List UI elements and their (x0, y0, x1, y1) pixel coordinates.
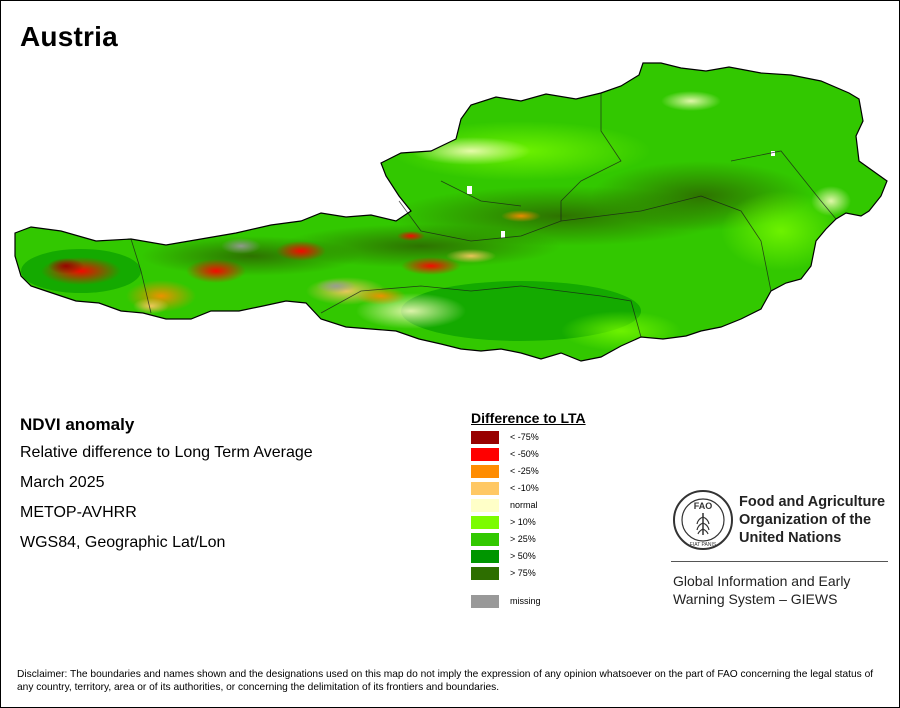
legend-swatch (471, 533, 499, 546)
giews-line: Global Information and Early (673, 573, 851, 589)
legend-swatch (471, 499, 499, 512)
legend-item: normal (471, 497, 586, 514)
legend-item: < -50% (471, 446, 586, 463)
legend-label: > 75% (510, 568, 536, 578)
fao-logo: FAO FIAT PANIS (673, 490, 733, 550)
fao-name-line: United Nations (739, 530, 842, 546)
legend-label: < -25% (510, 466, 539, 476)
legend-label: > 25% (510, 534, 536, 544)
legend-item-missing: missing (471, 593, 586, 610)
legend-item: < -75% (471, 429, 586, 446)
legend-item: > 50% (471, 548, 586, 565)
legend-swatch (471, 482, 499, 495)
legend-label: > 10% (510, 517, 536, 527)
fao-divider (671, 561, 888, 562)
ndvi-raster (15, 63, 887, 361)
legend-label: > 50% (510, 551, 536, 561)
legend-label: normal (510, 500, 538, 510)
legend-label: missing (510, 596, 541, 606)
legend-item: > 75% (471, 565, 586, 582)
legend-item: < -10% (471, 480, 586, 497)
info-heading: NDVI anomaly (20, 415, 135, 434)
giews-line: Warning System – GIEWS (673, 591, 838, 607)
legend-item: > 10% (471, 514, 586, 531)
legend-label: < -75% (510, 432, 539, 442)
austria-ndvi-map (14, 62, 888, 362)
fao-name-line: Organization of the (739, 512, 872, 528)
info-sensor: METOP-AVHRR (20, 504, 137, 521)
province-boundaries (130, 93, 837, 338)
legend-swatch (471, 550, 499, 563)
legend-swatch (471, 595, 499, 608)
fao-logo-motto: FIAT PANIS (690, 542, 717, 548)
fao-name: Food and Agriculture Organization of the… (739, 493, 885, 547)
legend-swatch (471, 431, 499, 444)
legend-item: < -25% (471, 463, 586, 480)
legend-label: < -10% (510, 483, 539, 493)
disclaimer: Disclaimer: The boundaries and names sho… (17, 669, 874, 693)
legend-swatch (471, 448, 499, 461)
legend-swatch (471, 465, 499, 478)
map-title: Austria (20, 21, 118, 52)
map-info: NDVI anomaly Relative difference to Long… (20, 415, 313, 564)
fao-logo-letters: FAO (694, 501, 713, 511)
giews-label: Global Information and Early Warning Sys… (673, 572, 850, 608)
legend-swatch (471, 567, 499, 580)
legend-swatch (471, 516, 499, 529)
legend-label: < -50% (510, 449, 539, 459)
legend-item: > 25% (471, 531, 586, 548)
info-date: March 2025 (20, 474, 105, 491)
info-subtitle: Relative difference to Long Term Average (20, 444, 313, 461)
legend-title: Difference to LTA (471, 410, 586, 426)
legend: Difference to LTA < -75% < -50% < -25% < -1… (471, 410, 586, 610)
info-projection: WGS84, Geographic Lat/Lon (20, 534, 226, 551)
fao-name-line: Food and Agriculture (739, 494, 886, 510)
